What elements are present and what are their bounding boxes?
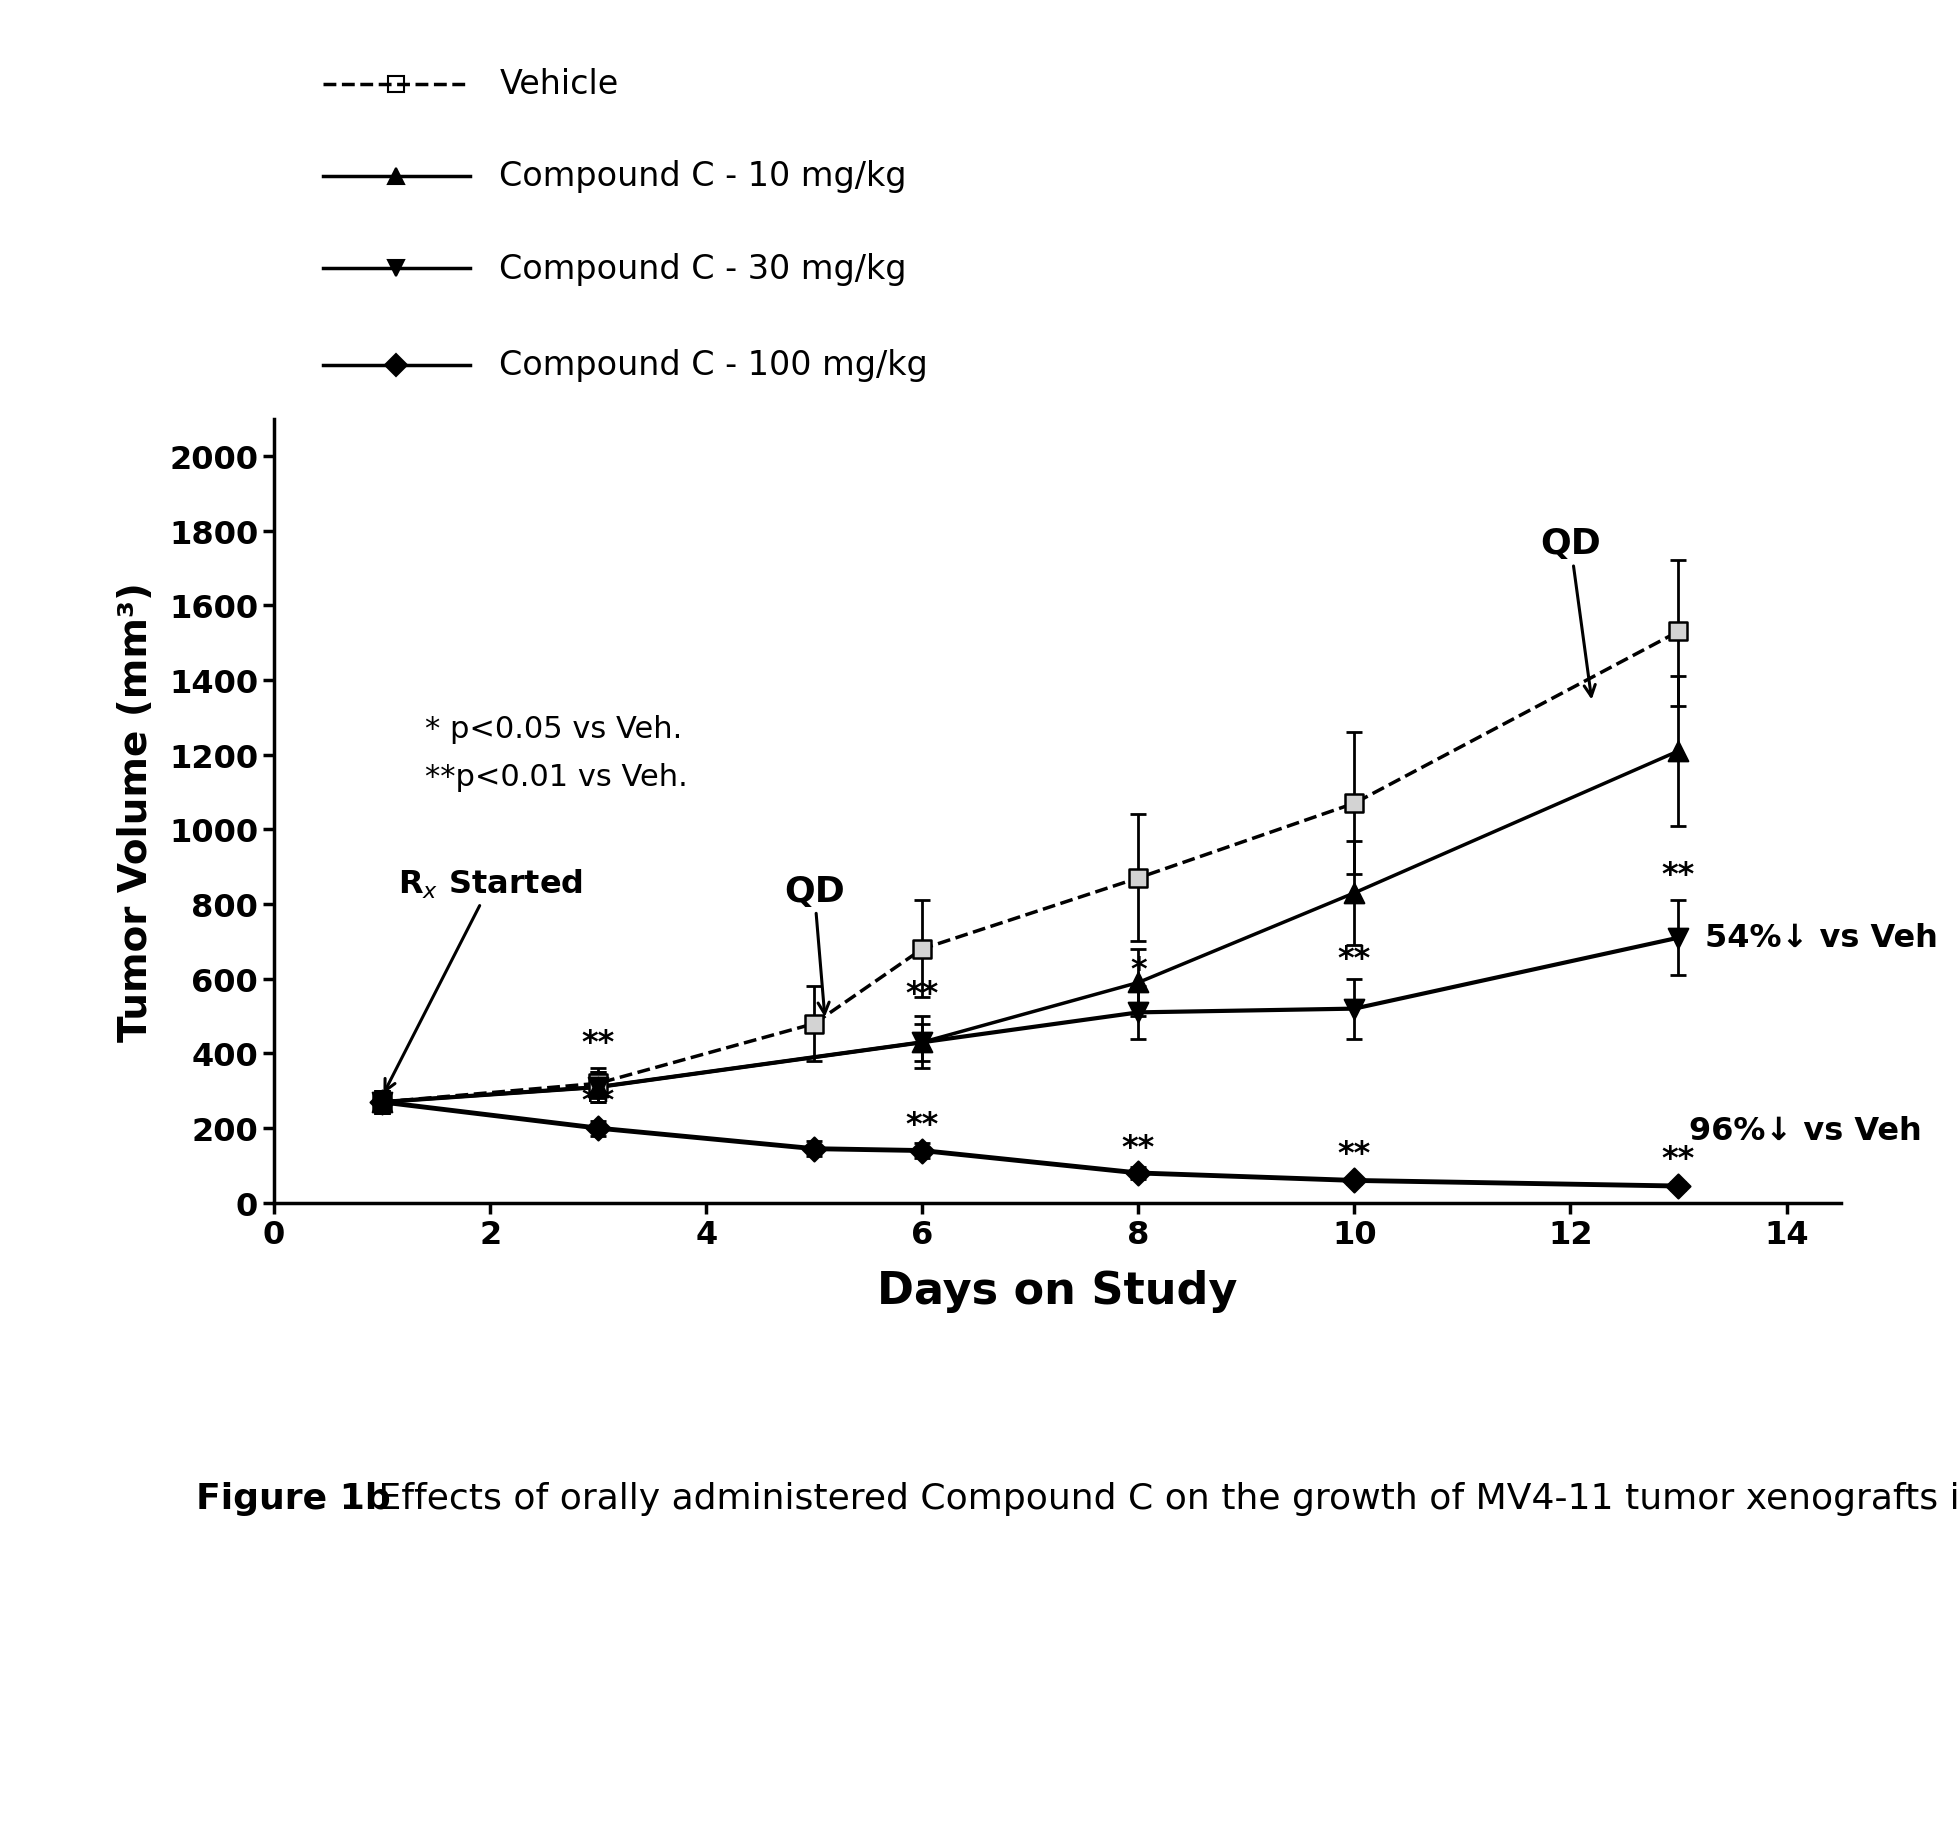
- Point: [1661, 1172, 1693, 1201]
- Text: **: **: [1661, 1143, 1695, 1174]
- Text: 96%↓ vs Veh: 96%↓ vs Veh: [1689, 1116, 1922, 1147]
- Point: [1339, 879, 1370, 908]
- Point: [906, 1028, 937, 1057]
- Text: **p<0.01 vs Veh.: **p<0.01 vs Veh.: [425, 762, 687, 791]
- Point: [1339, 789, 1370, 819]
- Point: [906, 1028, 937, 1057]
- Text: Compound C - 30 mg/kg: Compound C - 30 mg/kg: [499, 253, 906, 286]
- Point: [366, 1088, 397, 1117]
- Point: [798, 1134, 830, 1163]
- Point: [366, 1088, 397, 1117]
- Text: QD: QD: [1540, 527, 1601, 696]
- Text: **: **: [1121, 1132, 1155, 1163]
- Text: QD: QD: [783, 875, 843, 1014]
- Text: R$_x$ Started: R$_x$ Started: [386, 868, 583, 1092]
- X-axis label: Days on Study: Days on Study: [877, 1269, 1237, 1313]
- Point: [366, 1088, 397, 1117]
- Text: Figure 1b: Figure 1b: [196, 1480, 389, 1515]
- Text: **: **: [581, 1028, 614, 1059]
- Text: **: **: [1661, 859, 1695, 890]
- Point: [1661, 924, 1693, 953]
- Text: **: **: [1337, 942, 1370, 973]
- Text: **: **: [906, 1110, 939, 1141]
- Y-axis label: Tumor Volume (mm³): Tumor Volume (mm³): [117, 582, 155, 1041]
- Text: * p<0.05 vs Veh.: * p<0.05 vs Veh.: [425, 715, 683, 744]
- Point: [1121, 864, 1153, 893]
- Point: [1339, 995, 1370, 1025]
- Text: *: *: [1129, 955, 1147, 986]
- Point: [906, 1136, 937, 1165]
- Point: [1121, 999, 1153, 1028]
- Point: [366, 1088, 397, 1117]
- Text: Compound C - 100 mg/kg: Compound C - 100 mg/kg: [499, 348, 928, 381]
- Point: [583, 1074, 614, 1103]
- Text: .  Effects of orally administered Compound C on the growth of MV4-11 tumor xenog: . Effects of orally administered Compoun…: [342, 1480, 1957, 1515]
- Point: [906, 935, 937, 964]
- Text: **: **: [906, 979, 939, 1010]
- Text: Vehicle: Vehicle: [499, 67, 618, 100]
- Point: [583, 1114, 614, 1143]
- Text: Compound C - 10 mg/kg: Compound C - 10 mg/kg: [499, 160, 906, 193]
- Point: [583, 1074, 614, 1103]
- Text: **: **: [1337, 1139, 1370, 1170]
- Point: [1661, 736, 1693, 766]
- Text: 54%↓ vs Veh: 54%↓ vs Veh: [1705, 922, 1937, 953]
- Text: **: **: [581, 1085, 614, 1116]
- Point: [798, 1010, 830, 1039]
- Point: [1661, 618, 1693, 647]
- Point: [1339, 1167, 1370, 1196]
- Point: [1121, 1159, 1153, 1189]
- Point: [583, 1068, 614, 1097]
- Point: [1121, 968, 1153, 997]
